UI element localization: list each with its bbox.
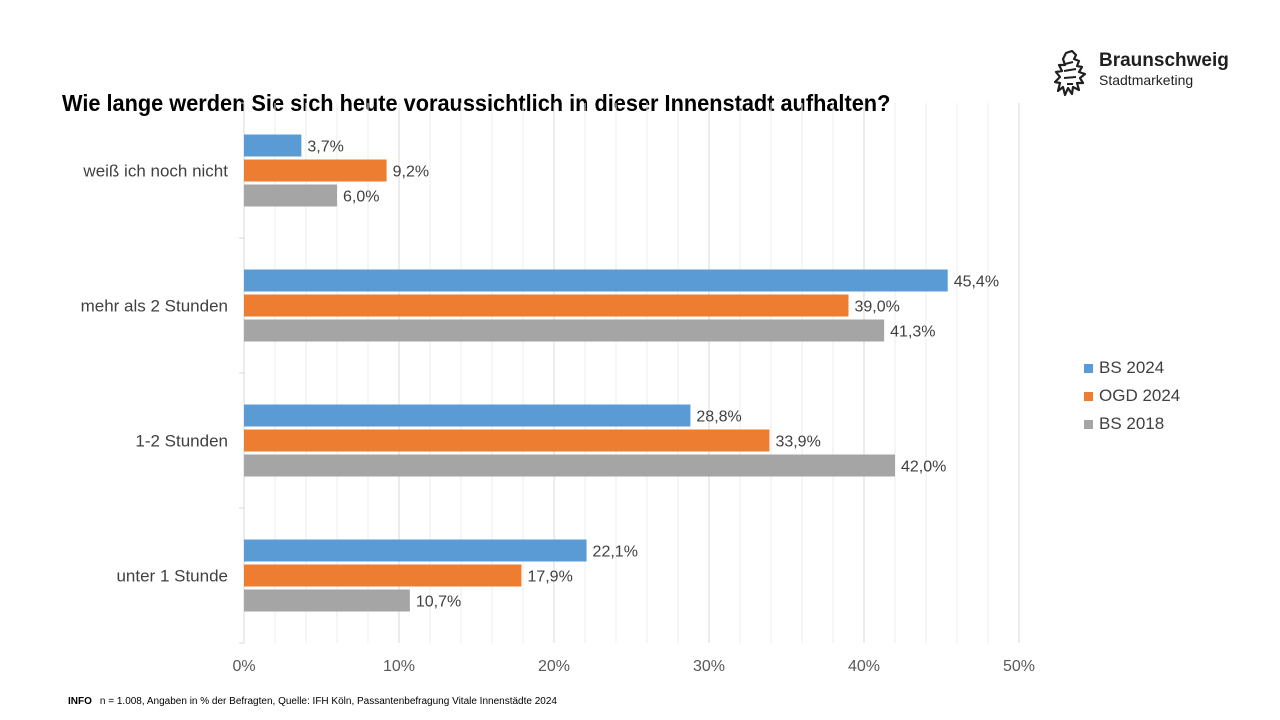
bar [244,454,895,477]
bar [244,404,691,427]
footnote-text: n = 1.008, Angaben in % der Befragten, Q… [99,696,557,707]
data-label: 42,0% [901,459,946,476]
footnote: INFO n = 1.008, Angaben in % der Befragte… [68,696,557,707]
x-tick-label: 20% [538,658,570,675]
category-label: 1-2 Stunden [135,432,228,451]
bar [244,159,387,182]
bar [244,184,337,207]
legend-item: BS 2024 [1084,354,1180,382]
data-label: 10,7% [416,594,461,611]
bar [244,134,302,157]
legend-swatch [1084,391,1093,401]
data-label: 22,1% [593,544,638,561]
lion-icon [1053,50,1087,97]
legend-swatch [1084,363,1093,373]
brand-logo-block: Braunschweig Stadtmarketing [1052,48,1252,104]
legend-label: BS 2024 [1099,358,1165,377]
x-tick-label: 0% [232,658,255,675]
bar [244,294,849,317]
bar [244,269,948,292]
bar [244,429,770,452]
data-label: 3,7% [307,139,343,156]
bar [244,589,410,612]
data-label: 28,8% [696,409,741,426]
legend-label: BS 2018 [1099,414,1165,433]
data-label: 45,4% [954,274,999,291]
bar [244,319,885,342]
x-tick-label: 10% [383,658,415,675]
chart-title: Wie lange werden Sie sich heute voraussi… [62,90,891,116]
data-label: 6,0% [343,189,379,206]
data-label: 9,2% [393,164,429,181]
category-label: mehr als 2 Stunden [81,297,228,316]
data-label: 17,9% [527,569,572,586]
x-tick-label: 30% [693,658,725,675]
legend-label: OGD 2024 [1099,386,1181,405]
legend: BS 2024 OGD 2024 BS 2018 [1084,354,1180,438]
legend-swatch [1084,419,1093,429]
legend-item: BS 2018 [1084,410,1180,438]
x-tick-label: 40% [848,658,880,675]
legend-item: OGD 2024 [1084,382,1180,410]
category-label: weiß ich noch nicht [82,162,228,181]
brand-subtitle: Stadtmarketing [1099,72,1194,88]
bar [244,539,587,562]
data-label: 39,0% [855,299,900,316]
category-label: unter 1 Stunde [116,567,228,586]
data-label: 33,9% [775,434,820,451]
data-label: 41,3% [890,324,935,341]
bar [244,564,522,587]
footnote-tag: INFO [68,696,92,707]
x-tick-label: 50% [1003,658,1035,675]
brand-name: Braunschweig [1099,50,1229,71]
